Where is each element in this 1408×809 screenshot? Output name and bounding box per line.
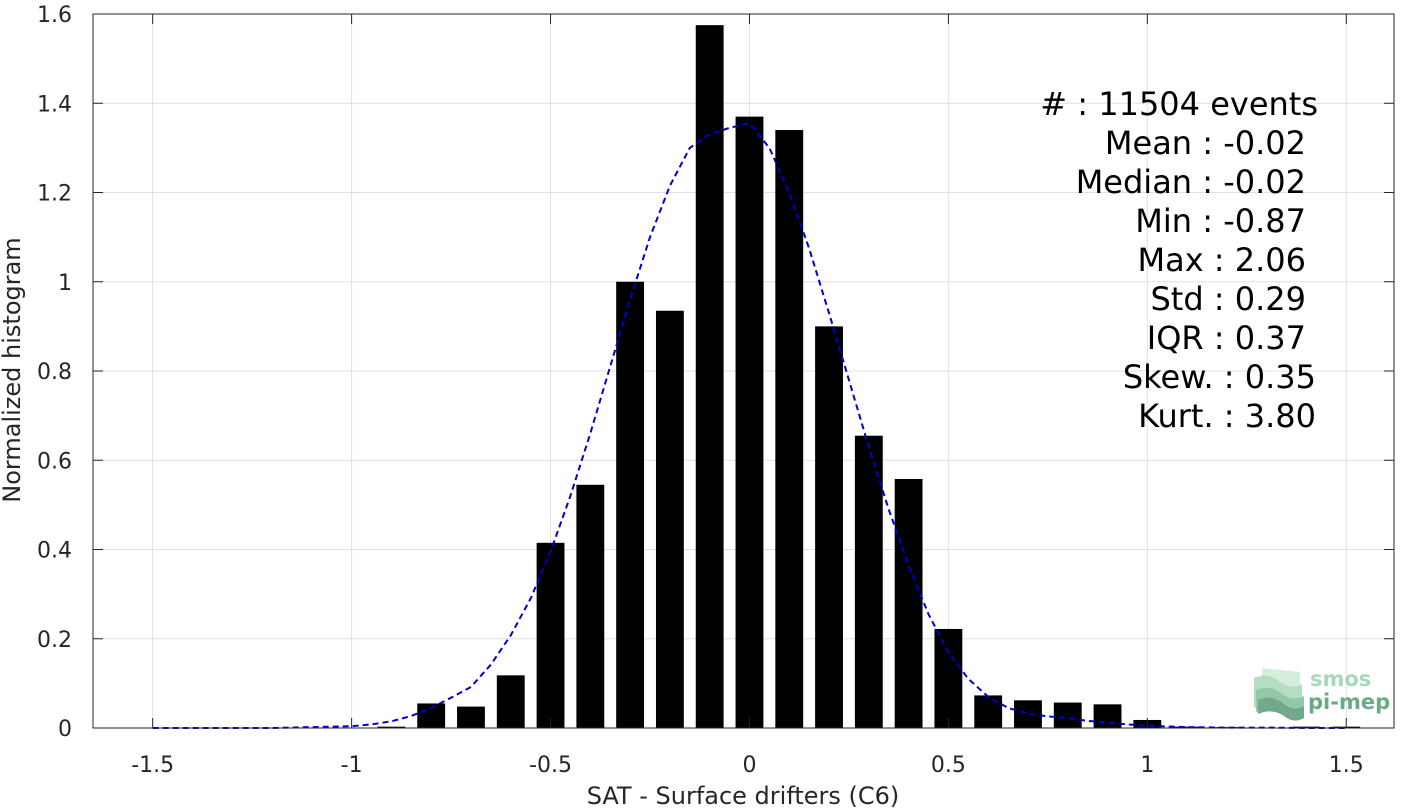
y-tick-label: 1 [58, 271, 72, 296]
histogram-bar [854, 435, 883, 728]
stat-line: # : 11504 events [1040, 85, 1318, 123]
logo-line-2: pi-mep [1308, 690, 1390, 714]
stat-line: Skew. : 0.35 [1123, 358, 1316, 396]
histogram-bar [1173, 726, 1202, 728]
y-tick-label: 0.4 [37, 539, 72, 564]
stat-line: Std : 0.29 [1150, 280, 1306, 318]
histogram-bar [616, 281, 645, 728]
y-tick-label: 1.2 [37, 182, 72, 207]
histogram-bar [457, 706, 485, 728]
smos-pi-mep-logo: smos pi-mep [1254, 667, 1390, 721]
stat-line: IQR : 0.37 [1147, 319, 1306, 357]
logo-line-1: smos [1310, 667, 1371, 691]
stat-line: Kurt. : 3.80 [1138, 397, 1316, 435]
axis-ticks [93, 13, 1394, 729]
histogram-bar [974, 695, 1003, 728]
logo-wave-icon [1254, 668, 1304, 721]
normal-fit-curve [152, 122, 1347, 729]
y-tick-label: 0.8 [37, 360, 72, 385]
x-axis-title: SAT - Surface drifters (C6) [587, 782, 900, 809]
y-tick-label: 1.6 [37, 3, 72, 28]
histogram-bar [496, 675, 525, 728]
y-axis-title: Normalized histogram [0, 237, 26, 502]
histogram-bar [1093, 704, 1122, 728]
x-tick-label: -1 [341, 753, 363, 778]
histogram-bars [377, 25, 1361, 728]
histogram-bar [536, 542, 565, 728]
histogram-bar [695, 25, 724, 728]
x-tick-labels: -1.5 -1 -0.5 0 0.5 1 1.5 [131, 753, 1364, 778]
x-tick-label: -1.5 [131, 753, 174, 778]
x-tick-label: 0 [742, 753, 756, 778]
stat-line: Max : 2.06 [1137, 241, 1306, 279]
histogram-bar [735, 116, 764, 728]
y-tick-label: 0.2 [37, 628, 72, 653]
histogram-bar [815, 326, 843, 728]
histogram-bar [894, 478, 923, 728]
x-tick-label: 1.5 [1329, 753, 1364, 778]
histogram-bar [1292, 726, 1321, 728]
histogram-bar [775, 130, 804, 728]
stat-line: Min : -0.87 [1135, 202, 1306, 240]
histogram-bar [1053, 702, 1082, 728]
histogram-bar [377, 726, 406, 728]
stat-line: Median : -0.02 [1076, 163, 1306, 201]
y-tick-label: 0.6 [37, 449, 72, 474]
stat-line: Mean : -0.02 [1105, 124, 1306, 162]
y-tick-label: 1.4 [37, 92, 72, 117]
x-tick-label: 0.5 [931, 753, 966, 778]
y-tick-labels: 0 0.2 0.4 0.6 0.8 1 1.2 1.4 1.6 [37, 3, 72, 742]
y-tick-label: 0 [58, 717, 72, 742]
histogram-bar [1014, 700, 1042, 728]
x-tick-label: -0.5 [529, 753, 572, 778]
histogram-bar [576, 484, 605, 728]
histogram-bar [655, 310, 684, 728]
x-tick-label: 1 [1140, 753, 1154, 778]
histogram-bar [934, 628, 963, 728]
